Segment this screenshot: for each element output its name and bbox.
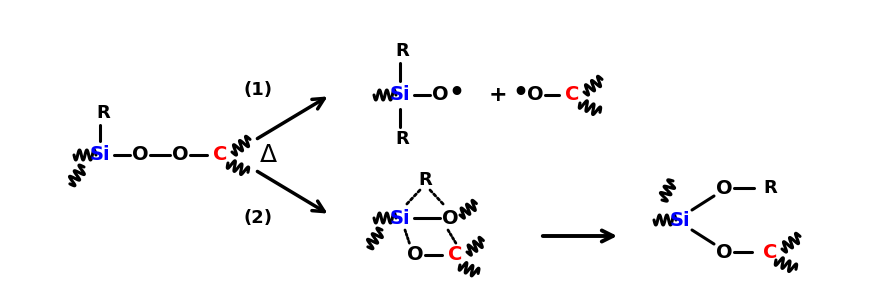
Text: (2): (2) <box>244 209 272 227</box>
Text: +: + <box>489 85 507 105</box>
Text: •: • <box>448 81 464 105</box>
Text: O: O <box>172 145 188 164</box>
Text: C: C <box>565 86 579 105</box>
Text: R: R <box>418 171 432 189</box>
Text: O: O <box>406 246 423 265</box>
Text: C: C <box>213 145 227 164</box>
Text: O: O <box>442 209 458 227</box>
Text: Si: Si <box>390 209 410 227</box>
Text: $\Delta$: $\Delta$ <box>258 143 278 167</box>
Text: O: O <box>716 179 732 198</box>
Text: O: O <box>432 86 449 105</box>
Text: Si: Si <box>89 145 110 164</box>
Text: Si: Si <box>390 86 410 105</box>
Text: O: O <box>716 243 732 262</box>
Text: •: • <box>512 81 528 105</box>
Text: O: O <box>131 145 148 164</box>
Text: R: R <box>96 104 110 122</box>
Text: C: C <box>448 246 463 265</box>
Text: O: O <box>526 86 543 105</box>
Text: Si: Si <box>669 210 690 229</box>
Text: R: R <box>395 42 409 60</box>
Text: R: R <box>763 179 777 197</box>
Text: C: C <box>763 243 777 262</box>
Text: R: R <box>395 130 409 148</box>
Text: (1): (1) <box>244 81 272 99</box>
